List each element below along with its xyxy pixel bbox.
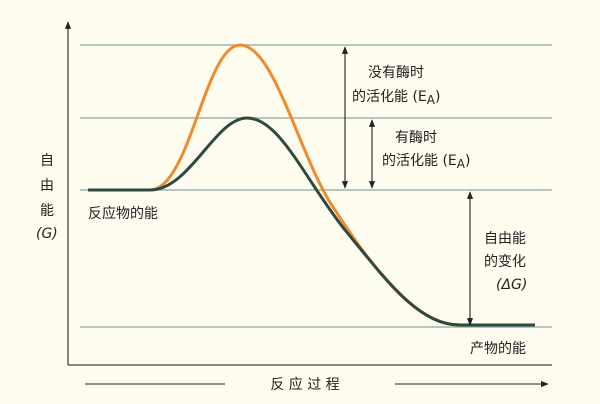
y-label: (G) xyxy=(36,226,58,242)
subscript: A xyxy=(457,157,466,171)
catalyzed-curve xyxy=(88,116,535,327)
annotation: 有酶时 xyxy=(395,130,437,146)
annotation: (ΔG) xyxy=(496,277,527,293)
annotation-text: ) xyxy=(465,153,470,169)
annotation: 产物的能 xyxy=(470,341,526,357)
x-label: 反 应 过 程 xyxy=(270,376,339,393)
annotation: 自由能 xyxy=(484,231,526,247)
y-label: 能 xyxy=(40,203,54,219)
annotation-text: ) xyxy=(435,89,440,105)
y-label: 由 xyxy=(40,178,54,194)
annotation: 的变化 xyxy=(484,254,526,270)
y-label: 自 xyxy=(40,153,54,169)
annotation: 反应物的能 xyxy=(88,205,158,222)
annotation: 没有酶时 xyxy=(368,65,424,81)
annotation-text: 的活化能 (E xyxy=(382,153,457,169)
annotation: 的活化能 (EA) xyxy=(352,89,440,107)
annotation-text: 的活化能 (E xyxy=(352,89,427,105)
subscript: A xyxy=(427,93,436,107)
annotation: 的活化能 (EA) xyxy=(382,153,470,171)
